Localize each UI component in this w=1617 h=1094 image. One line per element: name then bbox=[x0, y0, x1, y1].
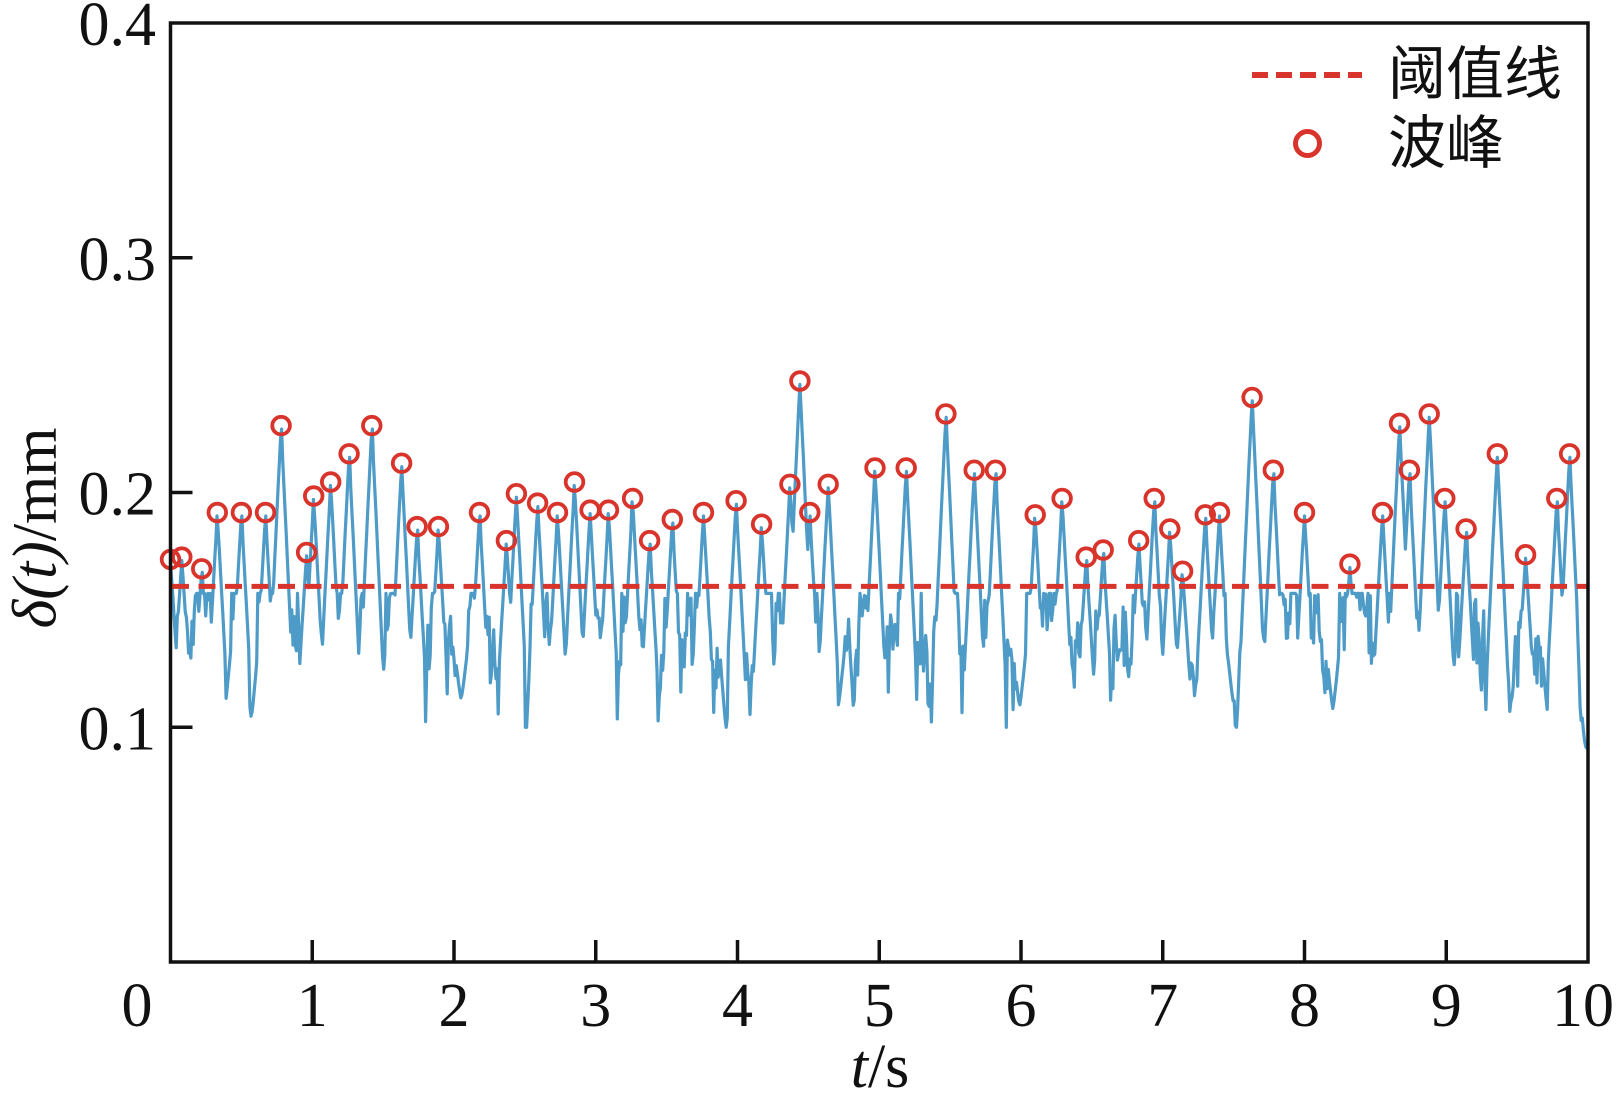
peak-marker-57 bbox=[1455, 518, 1477, 540]
peak-marker-34 bbox=[895, 457, 917, 479]
peak-marker-20 bbox=[563, 471, 586, 493]
peak-marker-53 bbox=[1388, 412, 1411, 435]
peak-marker-7 bbox=[295, 541, 318, 564]
peak-marker-22 bbox=[597, 499, 620, 521]
peak-marker-8 bbox=[303, 485, 325, 507]
x-tick-label-10: 10 bbox=[1552, 972, 1614, 1040]
x-tick-label-0: 0 bbox=[122, 972, 153, 1040]
peak-marker-50 bbox=[1293, 501, 1316, 524]
peak-marker-29 bbox=[779, 473, 801, 496]
y-axis-label: δ(t)/mm bbox=[1, 427, 72, 628]
peak-marker-36 bbox=[963, 459, 985, 481]
peak-marker-15 bbox=[468, 501, 491, 524]
peak-marker-30 bbox=[789, 370, 811, 392]
peak-marker-4 bbox=[230, 501, 253, 524]
peak-marker-26 bbox=[692, 501, 715, 524]
dashed-line-sample bbox=[1252, 71, 1362, 78]
x-tick-label-1: 1 bbox=[297, 972, 328, 1040]
peak-marker-11 bbox=[361, 414, 383, 437]
legend-label-peak: 波峰 bbox=[1388, 110, 1505, 176]
peak-marker-51 bbox=[1339, 553, 1361, 575]
x-tick-label-2: 2 bbox=[439, 972, 470, 1040]
signal-line bbox=[168, 382, 1590, 751]
peak-marker-55 bbox=[1418, 403, 1440, 425]
peak-marker-43 bbox=[1143, 487, 1165, 510]
legend-item-threshold: 阈值线 bbox=[1252, 40, 1562, 109]
peak-marker-52 bbox=[1371, 501, 1394, 524]
peak-marker-59 bbox=[1514, 544, 1537, 566]
peak-marker-45 bbox=[1171, 560, 1194, 582]
peak-marker-49 bbox=[1262, 459, 1285, 481]
x-axis-label: t/s bbox=[810, 1032, 950, 1094]
legend-symbol-box bbox=[1252, 129, 1362, 158]
peak-marker-6 bbox=[270, 414, 292, 437]
peak-marker-56 bbox=[1434, 487, 1456, 510]
x-tick-label-9: 9 bbox=[1431, 972, 1462, 1040]
y-tick-label-0.3: 0.3 bbox=[79, 226, 157, 294]
x-tick-label-8: 8 bbox=[1289, 972, 1320, 1040]
y-axis-label-symbol: δ(t) bbox=[1, 541, 70, 629]
y-tick-label-0.2: 0.2 bbox=[79, 461, 157, 529]
peak-marker-40 bbox=[1075, 546, 1097, 568]
peak-marker-3 bbox=[206, 501, 229, 524]
legend-symbol-box bbox=[1252, 71, 1362, 78]
x-tick-label-7: 7 bbox=[1147, 972, 1178, 1040]
peak-marker-28 bbox=[750, 513, 773, 535]
y-axis-label-unit: /mm bbox=[1, 427, 70, 542]
x-tick-label-6: 6 bbox=[1006, 972, 1037, 1040]
legend-item-peak: 波峰 bbox=[1252, 109, 1562, 178]
peak-marker-44 bbox=[1159, 518, 1181, 540]
peak-marker-14 bbox=[427, 515, 450, 538]
peak-marker-10 bbox=[338, 443, 360, 465]
peak-marker-13 bbox=[406, 515, 428, 538]
legend-label-threshold: 阈值线 bbox=[1388, 41, 1563, 107]
peak-marker-32 bbox=[817, 473, 839, 496]
peak-marker-61 bbox=[1558, 443, 1581, 465]
peak-marker-39 bbox=[1051, 487, 1073, 510]
peak-marker-60 bbox=[1546, 487, 1568, 510]
peak-marker-31 bbox=[799, 501, 821, 524]
peak-marker-47 bbox=[1208, 501, 1231, 524]
peak-marker-41 bbox=[1092, 539, 1114, 561]
peak-marker-27 bbox=[725, 490, 747, 512]
peak-marker-2 bbox=[190, 558, 213, 580]
legend: 阈值线 波峰 bbox=[1252, 40, 1562, 178]
peak-marker-16 bbox=[495, 529, 518, 552]
peak-marker-5 bbox=[254, 501, 277, 524]
peak-marker-24 bbox=[638, 529, 661, 552]
peak-marker-42 bbox=[1127, 529, 1150, 552]
peak-marker-9 bbox=[320, 471, 342, 493]
peak-marker-46 bbox=[1194, 504, 1217, 526]
y-tick-label-0.4: 0.4 bbox=[79, 0, 157, 59]
x-tick-label-5: 5 bbox=[864, 972, 895, 1040]
peak-marker-1 bbox=[171, 546, 193, 568]
axes-frame bbox=[168, 21, 1590, 964]
peak-marker-19 bbox=[546, 501, 569, 524]
x-tick-label-4: 4 bbox=[722, 972, 753, 1040]
peak-marker-48 bbox=[1241, 386, 1263, 409]
x-axis-label-unit: /s bbox=[867, 1033, 910, 1094]
peak-marker-17 bbox=[505, 483, 528, 505]
open-circle-sample bbox=[1292, 129, 1322, 158]
x-tick-label-3: 3 bbox=[580, 972, 611, 1040]
peak-marker-25 bbox=[661, 508, 684, 531]
peak-marker-23 bbox=[621, 487, 644, 510]
peak-marker-18 bbox=[526, 492, 549, 514]
peak-marker-37 bbox=[984, 459, 1007, 481]
peak-marker-38 bbox=[1024, 504, 1046, 526]
peak-marker-58 bbox=[1486, 443, 1509, 465]
peak-marker-35 bbox=[935, 403, 957, 425]
x-axis-label-symbol: t bbox=[850, 1033, 868, 1094]
peak-marker-33 bbox=[864, 457, 886, 479]
y-tick-label-0.1: 0.1 bbox=[79, 695, 157, 763]
peak-marker-54 bbox=[1398, 459, 1421, 481]
peak-marker-12 bbox=[390, 452, 413, 474]
